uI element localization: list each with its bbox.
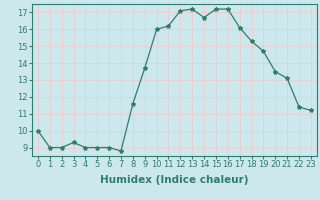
- X-axis label: Humidex (Indice chaleur): Humidex (Indice chaleur): [100, 175, 249, 185]
